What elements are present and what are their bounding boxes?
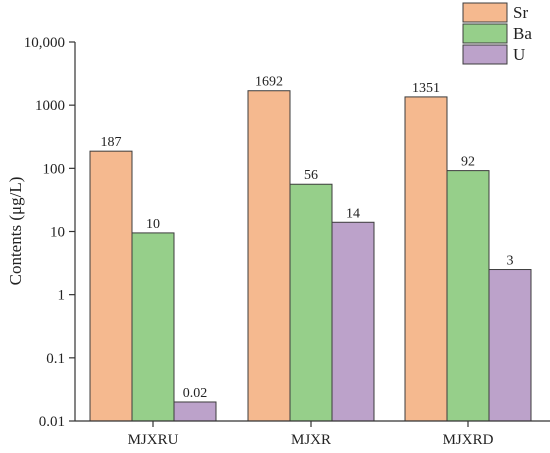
y-tick-label: 10 <box>50 225 65 241</box>
legend-label: U <box>513 45 525 64</box>
data-label: 1351 <box>412 81 440 96</box>
data-label: 92 <box>461 155 475 170</box>
bar-sr-mjxru <box>89 150 133 422</box>
y-tick-label: 1000 <box>35 98 65 114</box>
y-tick-label: 0.1 <box>46 351 65 367</box>
y-tick-label: 1 <box>58 288 66 304</box>
x-tick-label: MJXRD <box>443 432 494 448</box>
bar-sr-mjxr <box>247 90 291 422</box>
data-label: 56 <box>304 168 318 183</box>
x-tick-label: MJXRU <box>128 432 179 448</box>
y-tick-label: 100 <box>43 161 66 177</box>
bar-ba-mjxr <box>289 183 333 422</box>
y-tick-label: 10,000 <box>24 35 65 51</box>
legend-swatch-sr <box>462 2 508 23</box>
bar-ba-mjxru <box>131 232 175 422</box>
legend-swatch-u <box>462 44 508 65</box>
data-label: 0.02 <box>183 386 208 401</box>
legend: Sr Ba U <box>462 2 532 65</box>
y-ticks: 0.01 0.1 1 10 100 1000 10,000 <box>24 35 75 430</box>
bar-u-mjxr <box>331 221 375 422</box>
bar-u-mjxru <box>173 401 217 422</box>
y-axis-title: Contents (μg/L) <box>6 177 25 286</box>
legend-swatch-ba <box>462 23 508 44</box>
legend-label: Sr <box>513 3 528 22</box>
bar-sr-mjxrd <box>404 96 448 422</box>
bar-ba-mjxrd <box>446 170 490 422</box>
data-labels-layer: 187 10 0.02 1692 56 14 1351 92 3 <box>101 75 514 401</box>
data-label: 10 <box>146 217 160 232</box>
legend-label: Ba <box>513 24 532 43</box>
data-label: 14 <box>346 206 360 221</box>
data-label: 187 <box>101 135 122 150</box>
data-label: 3 <box>507 254 514 269</box>
bars-layer <box>89 90 532 422</box>
x-ticks: MJXRU MJXR MJXRD <box>128 421 494 448</box>
y-tick-label: 0.01 <box>39 414 65 430</box>
data-label: 1692 <box>255 75 283 90</box>
bar-u-mjxrd <box>488 269 532 422</box>
x-tick-label: MJXR <box>291 432 331 448</box>
